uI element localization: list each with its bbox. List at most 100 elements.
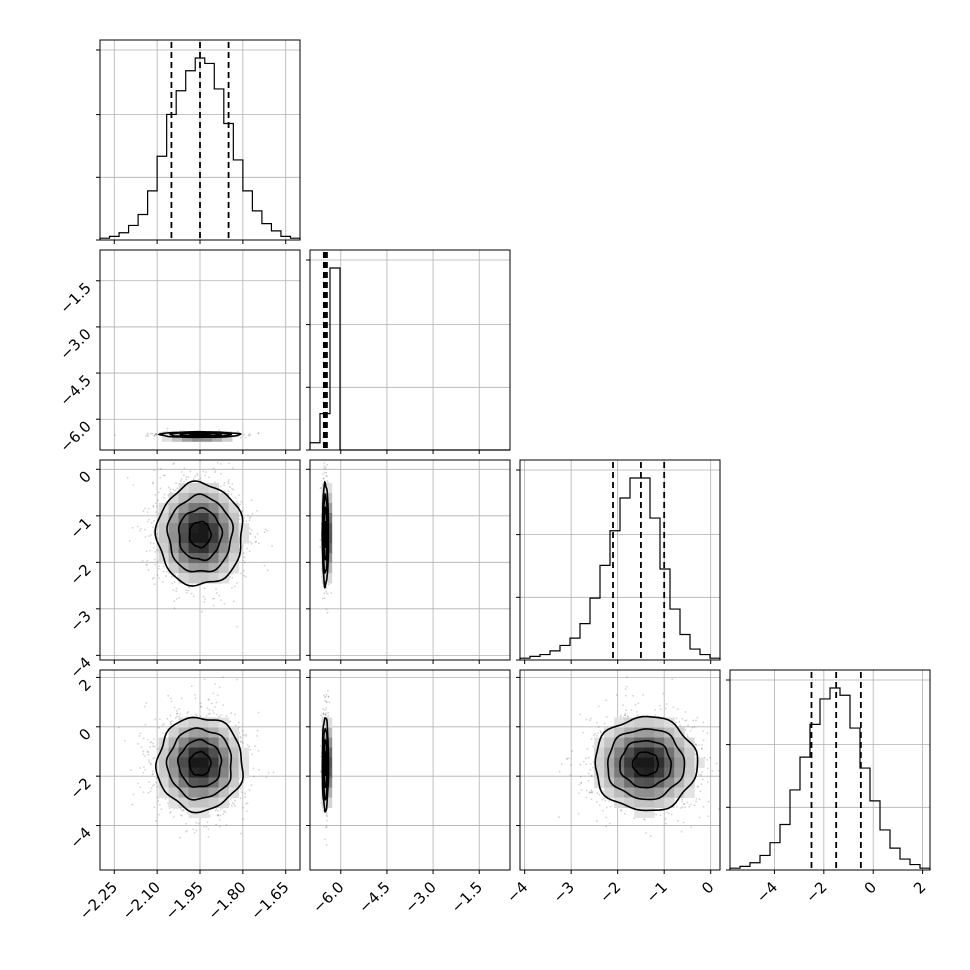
panel-p2-p3-scatter-point [637, 702, 640, 705]
panel-p0-p3-scatter-point [240, 741, 242, 743]
hist-p1-frame [309, 249, 511, 451]
panel-p0-p2-scatter-point [146, 559, 149, 562]
panel-p0-p2-scatter-point [163, 493, 166, 496]
panel-p0-p3-density-cell [198, 787, 210, 799]
xtick-label-p1-2: −3.0 [401, 878, 439, 916]
panel-p2-p3-scatter-point [695, 797, 698, 800]
panel-p2-p3-scatter-point [592, 745, 594, 748]
panel-p0-p2-scatter-point [251, 513, 254, 515]
panel-p2-p3-density-cell [604, 777, 615, 789]
panel-p0-p3-scatter-point [152, 745, 155, 747]
panel-p0-p3-scatter-point [212, 692, 215, 695]
panel-p0-p1-contour-3 [157, 430, 242, 439]
panel-p0-p2-scatter-point [146, 511, 149, 514]
panel-p2-p3-scatter-point [605, 825, 608, 828]
panel-p0-p2-scatter-point [154, 563, 156, 566]
panel-p2-p3-density-cell [614, 777, 625, 789]
panel-p0-p2-density-cell [218, 553, 230, 564]
panel-p2-p3-scatter-point [588, 791, 591, 794]
panel-p0-p3-scatter-point [218, 715, 220, 718]
panel-p0-p2-scatter-point [228, 462, 231, 465]
ytick-label-p2-4: 0 [75, 467, 94, 486]
panel-p0-p2-density-cell [188, 523, 200, 534]
panel-p0-p3-scatter-point [207, 698, 210, 701]
panel-p2-p3-scatter-point [627, 716, 630, 718]
panel-p1-p2-contour-0 [323, 520, 327, 548]
panel-p0-p2-scatter-point [175, 482, 177, 485]
ytick-label-p3-2: 0 [75, 725, 94, 744]
xtick-label-p2-4: 0 [698, 878, 717, 897]
panel-p0-p3-scatter-point [182, 809, 185, 811]
panel-p0-p3-scatter-point [251, 753, 254, 756]
panel-p0-p2-scatter-point [228, 486, 231, 489]
panel-p0-p3-scatter-point [186, 812, 189, 814]
panel-p0-p2-scatter-point [183, 474, 185, 476]
panel-p0-p3-scatter-point [219, 714, 222, 717]
panel-p1-p3-scatter-point [322, 712, 325, 715]
panel-p2-p3-scatter-point [676, 806, 678, 808]
panel-p0-p3-scatter-point [158, 803, 161, 806]
panel-p0-p2-scatter-point [236, 625, 239, 628]
panel-p2-p3-scatter-point [624, 714, 627, 717]
panel-p0-p3-scatter-point [167, 694, 170, 697]
panel-p0-p3-density-cell [208, 737, 220, 749]
panel-p0-p2-scatter-point [150, 521, 153, 524]
panel-p1-p3-scatter-point [323, 694, 325, 697]
panel-p0-p3-density-cell [228, 757, 240, 769]
panel-p2-p3-density-cell [664, 717, 675, 729]
panel-p2-p3-scatter-point [700, 747, 703, 750]
panel-p0-p1-scatter-point [150, 432, 152, 435]
panel-p2-p3-density-cell [614, 787, 625, 799]
panel-p0-p2-scatter-point [154, 493, 157, 496]
panel-p0-p2-scatter-point [153, 583, 156, 586]
panel-p0-p2-density-cell [188, 533, 200, 544]
xtick-label-p2-2: −2 [596, 878, 624, 906]
panel-p0-p3-density-cell [178, 717, 190, 729]
panel-p0-p3-scatter-point [145, 702, 148, 705]
panel-p0-p3-scatter-point [216, 694, 219, 697]
panel-p0-p1-scatter-point [257, 432, 260, 435]
panel-p0-p2-density-cell [208, 493, 220, 504]
panel-p0-p1-scatter-point [153, 434, 156, 436]
panel-p0-p2-scatter-point [141, 559, 144, 562]
panel-p2-p3-scatter-point [696, 716, 699, 719]
panel-p0-p3-scatter-point [258, 768, 260, 771]
panel-p0-p2-scatter-point [152, 481, 154, 484]
panel-p2-p3-scatter-point [692, 719, 695, 722]
panel-p0-p2-scatter-point [169, 488, 172, 491]
panel-p0-p2-density-cell [158, 543, 170, 554]
panel-p0-p3-density-cell [188, 767, 200, 779]
panel-p0-p3-density-cell [178, 787, 190, 799]
panel-p0-p3-scatter-point [198, 822, 200, 825]
panel-p0-p3-scatter-point [146, 739, 149, 741]
panel-p0-p3-scatter-point [229, 720, 231, 723]
panel-p0-p2-scatter-point [247, 514, 249, 517]
panel-p0-p2-scatter-point [153, 520, 155, 522]
panel-p2-p3-density-cell [694, 757, 705, 769]
panel-p0-p2-scatter-point [248, 550, 251, 553]
panel-p0-p3-scatter-point [186, 829, 188, 832]
panel-p0-p3-scatter-point [236, 678, 239, 681]
panel-p2-p3-scatter-point [591, 791, 593, 794]
ytick-label-p1-2: −3.0 [56, 325, 94, 363]
panel-p1-p3-scatter-point [323, 696, 326, 699]
panel-p0-p2-density-cell [158, 523, 170, 534]
panel-p0-p3-scatter-point [178, 715, 180, 718]
panel-p0-p3-scatter-point [143, 705, 146, 708]
panel-p0-p2-scatter-point [231, 488, 233, 490]
panel-p0-p3-scatter-point [140, 746, 143, 749]
panel-p1-p2-scatter-point [326, 592, 329, 595]
panel-p0-p2-scatter-point [254, 536, 257, 538]
panel-p1-p3-scatter-point [324, 838, 327, 841]
panel-p0-p2-scatter-point [263, 531, 266, 534]
ytick-label-p1-0: −6.0 [56, 417, 94, 455]
panel-p2-p3-scatter-point [689, 729, 692, 732]
panel-p0-p3-scatter-point [170, 697, 172, 700]
panel-p2-p3-scatter-point [698, 816, 701, 819]
panel-p2-p3-scatter-point [626, 715, 629, 717]
panel-p0-p2-scatter-point [205, 471, 208, 474]
panel-p2-p3-scatter-point [707, 800, 710, 803]
panel-p0-p2-scatter-point [153, 546, 155, 549]
panel-p2-p3-scatter-point [684, 719, 687, 722]
panel-p0-p2-scatter-point [250, 542, 253, 545]
